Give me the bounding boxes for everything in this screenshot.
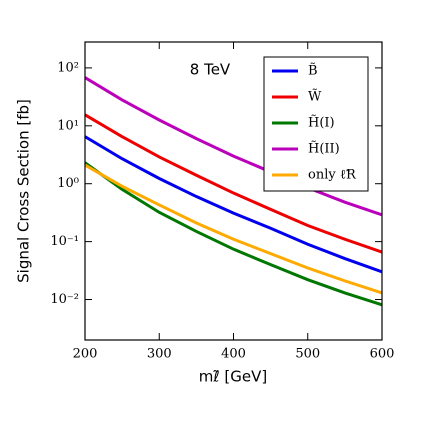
legend-label: H̃(II) — [308, 140, 340, 156]
x-tick-label: 500 — [295, 347, 320, 362]
y-tick-label: 10² — [57, 60, 79, 75]
series-line — [84, 76, 383, 217]
y-tick-label: 10⁰ — [57, 176, 79, 191]
legend-label: B̃ — [308, 62, 318, 78]
series-line — [84, 135, 383, 274]
legend-label: only ℓ̃R — [308, 168, 357, 183]
y-tick-label: 10⁻² — [50, 292, 79, 307]
x-tick-label: 200 — [73, 347, 98, 362]
legend-label: H̃(I) — [308, 114, 335, 130]
series-line — [84, 113, 383, 254]
x-tick-label: 300 — [147, 347, 172, 362]
x-axis-label: mℓ̃ [GeV] — [199, 368, 267, 386]
y-axis-label: Signal Cross Section [fb] — [15, 99, 33, 283]
series-line — [84, 163, 383, 295]
series-line — [84, 161, 383, 307]
x-tick-label: 400 — [221, 347, 246, 362]
y-tick-label: 10⁻¹ — [50, 234, 79, 249]
annotation: 8 TeV — [190, 61, 231, 79]
legend-label: W̃ — [308, 88, 322, 104]
y-tick-label: 10¹ — [57, 118, 79, 133]
x-tick-label: 600 — [370, 347, 395, 362]
